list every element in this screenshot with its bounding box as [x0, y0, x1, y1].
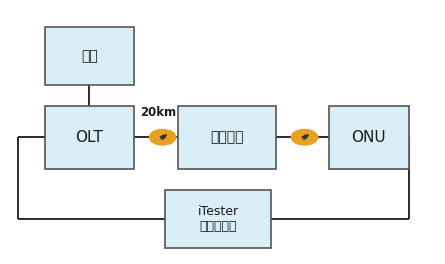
Circle shape [150, 129, 176, 145]
Bar [178, 106, 276, 169]
Bar [45, 106, 134, 169]
Text: 光分路器: 光分路器 [210, 130, 244, 144]
Circle shape [291, 129, 318, 145]
Bar [329, 106, 409, 169]
Bar [165, 190, 271, 248]
Text: 网管: 网管 [81, 49, 98, 63]
Text: iTester
网络测试仪: iTester 网络测试仪 [198, 205, 239, 233]
Bar [45, 27, 134, 85]
Text: OLT: OLT [76, 130, 103, 145]
Text: ONU: ONU [352, 130, 386, 145]
Text: 20km: 20km [140, 106, 176, 119]
